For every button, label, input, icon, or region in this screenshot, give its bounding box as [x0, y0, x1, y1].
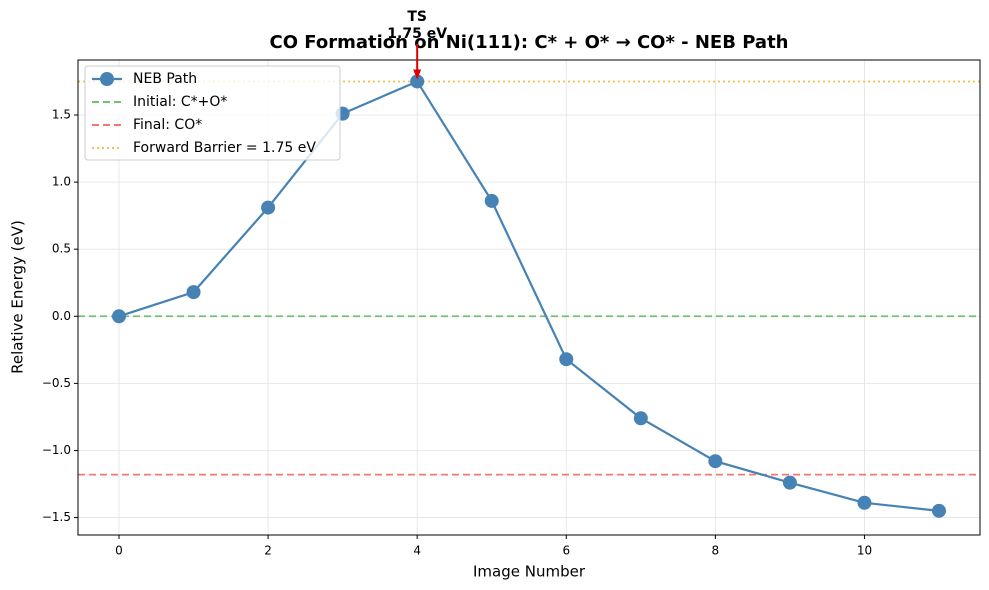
y-tick-label: −1.0: [42, 443, 71, 457]
data-point: [186, 285, 201, 300]
y-tick-label: −1.5: [42, 510, 71, 524]
annotation-text: 1.75 eV: [387, 26, 447, 42]
data-point: [782, 475, 797, 490]
x-tick-label: 10: [857, 544, 872, 558]
legend-label: Final: CO*: [133, 117, 202, 133]
x-tick-label: 4: [413, 544, 421, 558]
legend-label: Initial: C*+O*: [133, 94, 227, 110]
data-point: [932, 503, 946, 518]
y-tick-label: 0.5: [52, 242, 71, 256]
data-point: [484, 193, 499, 208]
y-tick-label: 0.0: [52, 309, 71, 323]
data-line: [118, 80, 940, 512]
x-tick-label: 6: [562, 544, 570, 558]
y-tick-label: 1.0: [52, 175, 71, 189]
legend-box: [84, 65, 341, 161]
data-point: [559, 352, 574, 367]
data-point: [633, 411, 648, 426]
data-point: [261, 200, 276, 215]
x-tick-label: 8: [712, 544, 720, 558]
annotation-text: TS: [407, 9, 427, 25]
legend-label: Forward Barrier = 1.75 eV: [133, 140, 316, 156]
axes-frame: [77, 59, 981, 536]
chart-title: CO Formation on Ni(111): C* + O* → CO* -…: [269, 32, 788, 53]
data-point: [708, 454, 723, 469]
data-point: [857, 495, 872, 510]
x-tick-label: 0: [115, 544, 123, 558]
y-tick-label: 1.5: [52, 108, 71, 122]
data-point: [410, 74, 425, 89]
data-point: [112, 309, 126, 324]
x-axis-label: Image Number: [473, 563, 586, 581]
y-axis-label: Relative Energy (eV): [9, 220, 27, 374]
y-tick-label: −0.5: [42, 376, 71, 390]
x-tick-label: 2: [264, 544, 272, 558]
annotation-arrowhead: [413, 69, 422, 80]
legend-label: NEB Path: [133, 71, 197, 87]
legend-marker: [100, 72, 114, 86]
